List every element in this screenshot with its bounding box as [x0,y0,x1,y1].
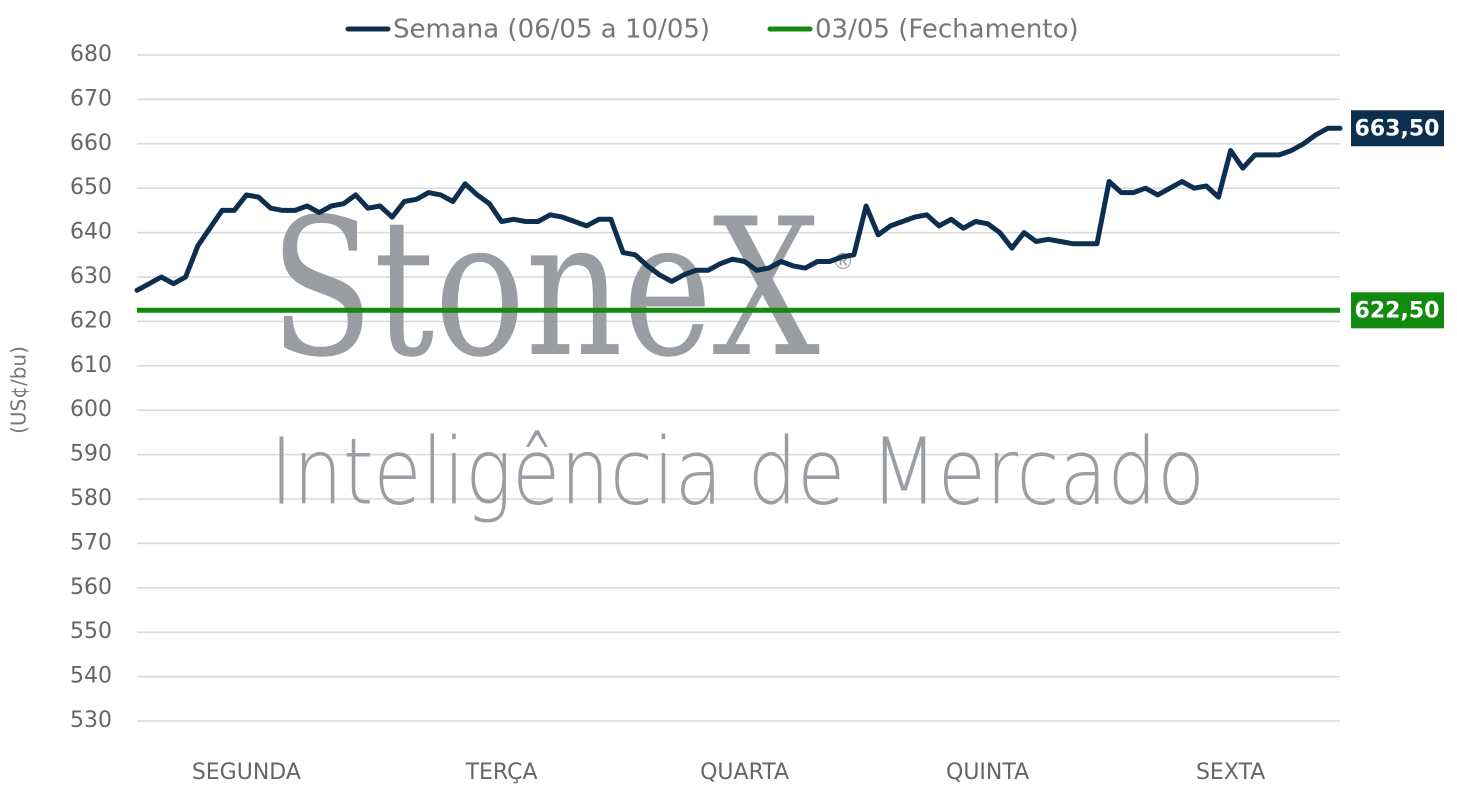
y-tick-label: 530 [70,708,112,733]
x-tick-label: QUINTA [946,760,1029,785]
y-tick-label: 660 [70,131,112,156]
y-tick-label: 620 [70,308,112,333]
y-tick-label: 560 [70,575,112,600]
line-series [134,125,1343,293]
y-tick-label: 590 [70,442,112,467]
x-tick-label: SEGUNDA [192,760,301,785]
y-tick-label: 600 [70,397,112,422]
y-axis-label: (US¢/bu) [7,346,31,434]
y-tick-label: 570 [70,530,112,555]
x-tick-label: SEXTA [1196,760,1265,785]
value-label: 663,50 [1355,116,1440,141]
y-tick-label: 670 [70,86,112,111]
y-tick-label: 550 [70,619,112,644]
watermark-tagline: Inteligência de Mercado [270,419,1205,526]
y-tick-label: 630 [70,264,112,289]
watermark: StoneX ® Inteligência de Mercado [270,178,1205,526]
y-tick-label: 650 [70,175,112,200]
y-tick-label: 610 [70,353,112,378]
y-tick-label: 580 [70,486,112,511]
y-tick-label: 640 [70,220,112,245]
watermark-brand: StoneX [270,178,820,399]
y-tick-label: 540 [70,664,112,689]
x-tick-label: TERÇA [465,760,538,785]
y-tick-label: 680 [70,42,112,67]
value-label: 622,50 [1355,298,1440,323]
legend-label: Semana (06/05 a 10/05) [393,15,710,45]
x-tick-label: QUARTA [700,760,789,785]
value-label-box [1351,292,1444,329]
legend-label: 03/05 (Fechamento) [815,15,1079,45]
value-label-box [1351,110,1444,147]
